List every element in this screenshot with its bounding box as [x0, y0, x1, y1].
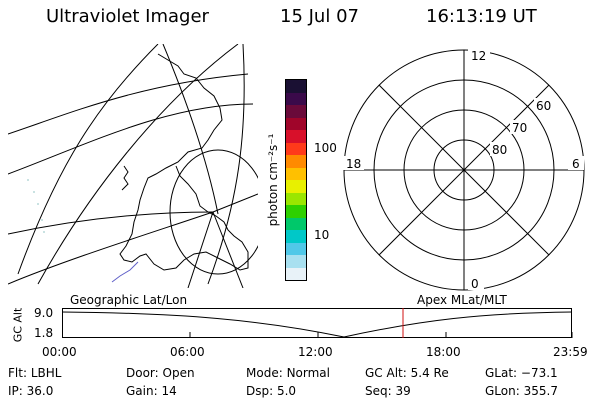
info-ip-label: IP: [8, 384, 23, 398]
strip-frame [62, 308, 572, 338]
faint-point [37, 203, 39, 205]
map-meridian-arc [17, 44, 159, 275]
map-latitude-circle [169, 149, 258, 275]
info-gc-alt-value: 5.4 Re [410, 366, 449, 380]
altitude-curve [62, 311, 573, 338]
info-gc-alt-label: GC Alt: [365, 366, 407, 380]
mlt-label-left: 18 [346, 157, 361, 171]
strip-x-tick-1200: 12:00 [298, 345, 333, 359]
map-meridian-arc [162, 44, 219, 215]
info-seq: Seq: 39 [365, 384, 411, 398]
colorbar-swatch [286, 130, 306, 143]
strip-x-tick-0000: 00:00 [42, 345, 77, 359]
info-door-value: Open [162, 366, 195, 380]
info-gain-value: 14 [161, 384, 177, 398]
colorbar-swatch [286, 217, 306, 230]
info-ip: IP: 36.0 [8, 384, 53, 398]
strip-right-title: Apex MLat/MLT [417, 293, 507, 307]
colorbar-swatch [286, 242, 306, 255]
mlt-label-right: 6 [572, 157, 580, 171]
colorbar-unit-label: photon cm⁻²s⁻¹ [266, 133, 280, 227]
colorbar-swatch [286, 205, 306, 218]
geographic-map [8, 44, 258, 288]
faint-point [41, 219, 43, 221]
colorbar-swatch [286, 230, 306, 243]
strip-left-title: Geographic Lat/Lon [70, 293, 188, 307]
info-flt: Flt: LBHL [8, 366, 61, 380]
faint-point [43, 231, 45, 233]
polar-diagonal [378, 84, 550, 256]
info-mode: Mode: Normal [246, 366, 330, 380]
colorbar-swatch [286, 155, 306, 168]
colorbar-swatch [286, 167, 306, 180]
colorbar-tick-10: 10 [314, 228, 330, 242]
colorbar-tick-100: 100 [314, 141, 337, 155]
strip-y-tick-max: 9.0 [34, 306, 54, 320]
polar-plot: 12 18 6 0 60 70 80 [342, 48, 585, 291]
colorbar-swatch [286, 92, 306, 105]
colorbar-swatch [286, 105, 306, 118]
mlt-label-bottom: 0 [471, 277, 479, 291]
info-seq-label: Seq: [365, 384, 392, 398]
colorbar-swatch [286, 180, 306, 193]
coastline-detail [121, 165, 129, 191]
map-latitude-arc [8, 211, 214, 285]
colorbar [285, 79, 307, 281]
info-flt-value: LBHL [30, 366, 62, 380]
lat-label-60: 60 [536, 99, 551, 113]
info-glon-label: GLon: [485, 384, 520, 398]
colorbar-swatch [286, 80, 306, 93]
instrument-title: Ultraviolet Imager [46, 6, 209, 27]
info-glat: GLat: −73.1 [485, 366, 558, 380]
map-latitude-arc [8, 73, 249, 135]
strip-y-axis-label: GC Alt [11, 307, 25, 343]
colorbar-swatch [286, 267, 306, 280]
map-meridian-arc [207, 44, 245, 285]
info-gain: Gain: 14 [126, 384, 177, 398]
map-latitude-arc [8, 103, 254, 175]
lat-label-80: 80 [492, 143, 507, 157]
map-meridian-arc [212, 211, 244, 288]
info-mode-label: Mode: [246, 366, 283, 380]
strip-x-tick-1800: 18:00 [426, 345, 461, 359]
faint-point [27, 179, 29, 181]
map-meridian-arc [187, 211, 214, 288]
info-mode-value: Normal [286, 366, 330, 380]
colorbar-swatch [286, 192, 306, 205]
strip-x-tick-0600: 06:00 [170, 345, 205, 359]
lat-label-70: 70 [512, 121, 527, 135]
info-flt-label: Flt: [8, 366, 27, 380]
colorbar-swatch [286, 117, 306, 130]
info-dsp: Dsp: 5.0 [246, 384, 296, 398]
colorbar-swatch [286, 142, 306, 155]
faint-point [33, 191, 35, 193]
time-label: 16:13:19 UT [426, 6, 537, 27]
info-glat-value: −73.1 [520, 366, 558, 380]
info-glat-label: GLat: [485, 366, 518, 380]
info-glon: GLon: 355.7 [485, 384, 558, 398]
info-door-label: Door: [126, 366, 159, 380]
info-dsp-label: Dsp: [246, 384, 274, 398]
info-gc-alt: GC Alt: 5.4 Re [365, 366, 449, 380]
strip-y-tick-min: 1.8 [34, 326, 54, 340]
info-dsp-value: 5.0 [276, 384, 297, 398]
info-gain-label: Gain: [126, 384, 158, 398]
orbit-strip [62, 308, 573, 338]
date-label: 15 Jul 07 [280, 6, 359, 27]
colorbar-swatch [286, 255, 306, 268]
coastline [119, 53, 249, 271]
info-glon-value: 355.7 [523, 384, 558, 398]
map-meridian-arc [37, 44, 239, 285]
mlt-label-top: 12 [471, 49, 486, 63]
map-latitude-arc [8, 211, 214, 235]
info-door: Door: Open [126, 366, 195, 380]
map-meridian-arc [212, 193, 258, 213]
strip-x-tick-2359: 23:59 [553, 345, 588, 359]
info-seq-value: 39 [395, 384, 411, 398]
info-ip-value: 36.0 [26, 384, 54, 398]
coastline-blue [111, 261, 139, 283]
